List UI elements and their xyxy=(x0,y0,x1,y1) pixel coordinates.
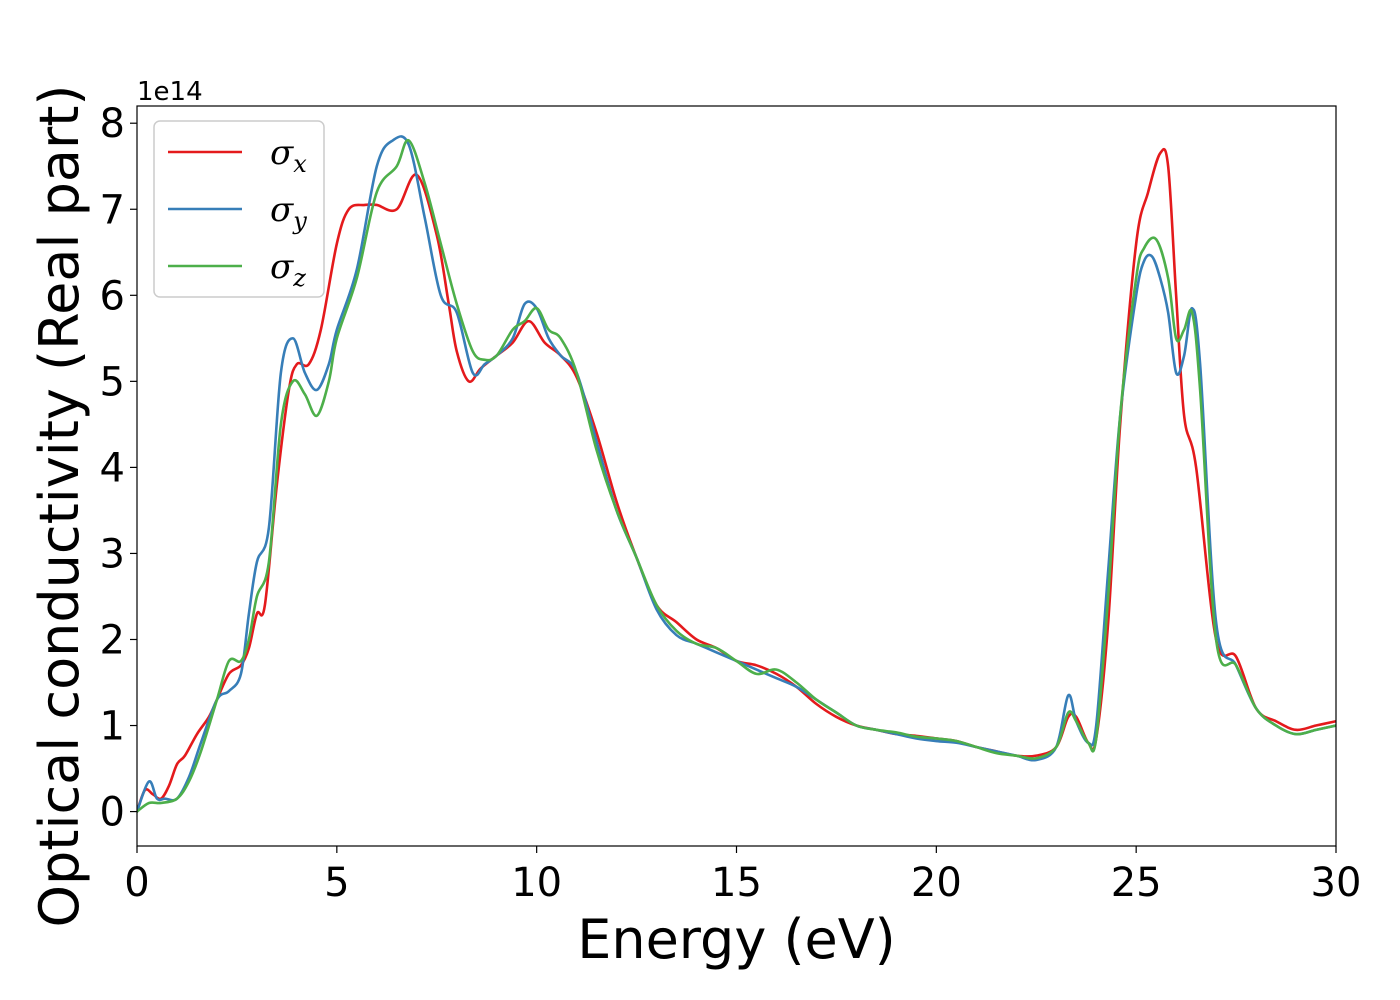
legend-label: σy xyxy=(270,190,307,235)
x-tick-label: 30 xyxy=(1311,860,1362,906)
legend: σx σy σz xyxy=(153,120,325,298)
legend-item-y: σy xyxy=(168,190,307,235)
series-line-x xyxy=(137,147,1336,813)
x-tick-label: 15 xyxy=(711,860,762,906)
x-tick-label: 10 xyxy=(511,860,562,906)
series-group xyxy=(137,135,1336,813)
y-tick-label: 3 xyxy=(100,531,125,577)
y-axis-offset-label: 1e14 xyxy=(137,77,203,107)
y-tick-label: 6 xyxy=(100,273,125,319)
y-tick-label: 0 xyxy=(100,790,125,836)
x-tick-label: 20 xyxy=(911,860,962,906)
x-tick-label: 0 xyxy=(124,860,149,906)
y-tick-label: 5 xyxy=(100,359,125,405)
x-axis-ticks: 0 5 10 15 20 25 30 xyxy=(124,846,1361,906)
legend-item-x: σx xyxy=(168,133,307,178)
x-tick-label: 5 xyxy=(324,860,349,906)
y-tick-label: 8 xyxy=(100,101,125,147)
legend-label: σz xyxy=(270,247,306,292)
y-tick-label: 7 xyxy=(100,187,125,233)
y-axis-title: Optical conductivity (Real part) xyxy=(28,85,91,928)
x-axis-title: Energy (eV) xyxy=(577,908,896,971)
y-tick-label: 2 xyxy=(100,617,125,663)
y-axis-ticks: 0 1 2 3 4 5 6 7 8 xyxy=(100,101,137,836)
series-line-y xyxy=(137,135,1336,813)
y-tick-label: 1 xyxy=(100,704,125,750)
x-tick-label: 25 xyxy=(1111,860,1162,906)
series-line-z xyxy=(137,139,1336,813)
legend-item-z: σz xyxy=(168,247,306,292)
y-tick-label: 4 xyxy=(100,445,125,491)
legend-label: σx xyxy=(270,133,307,178)
